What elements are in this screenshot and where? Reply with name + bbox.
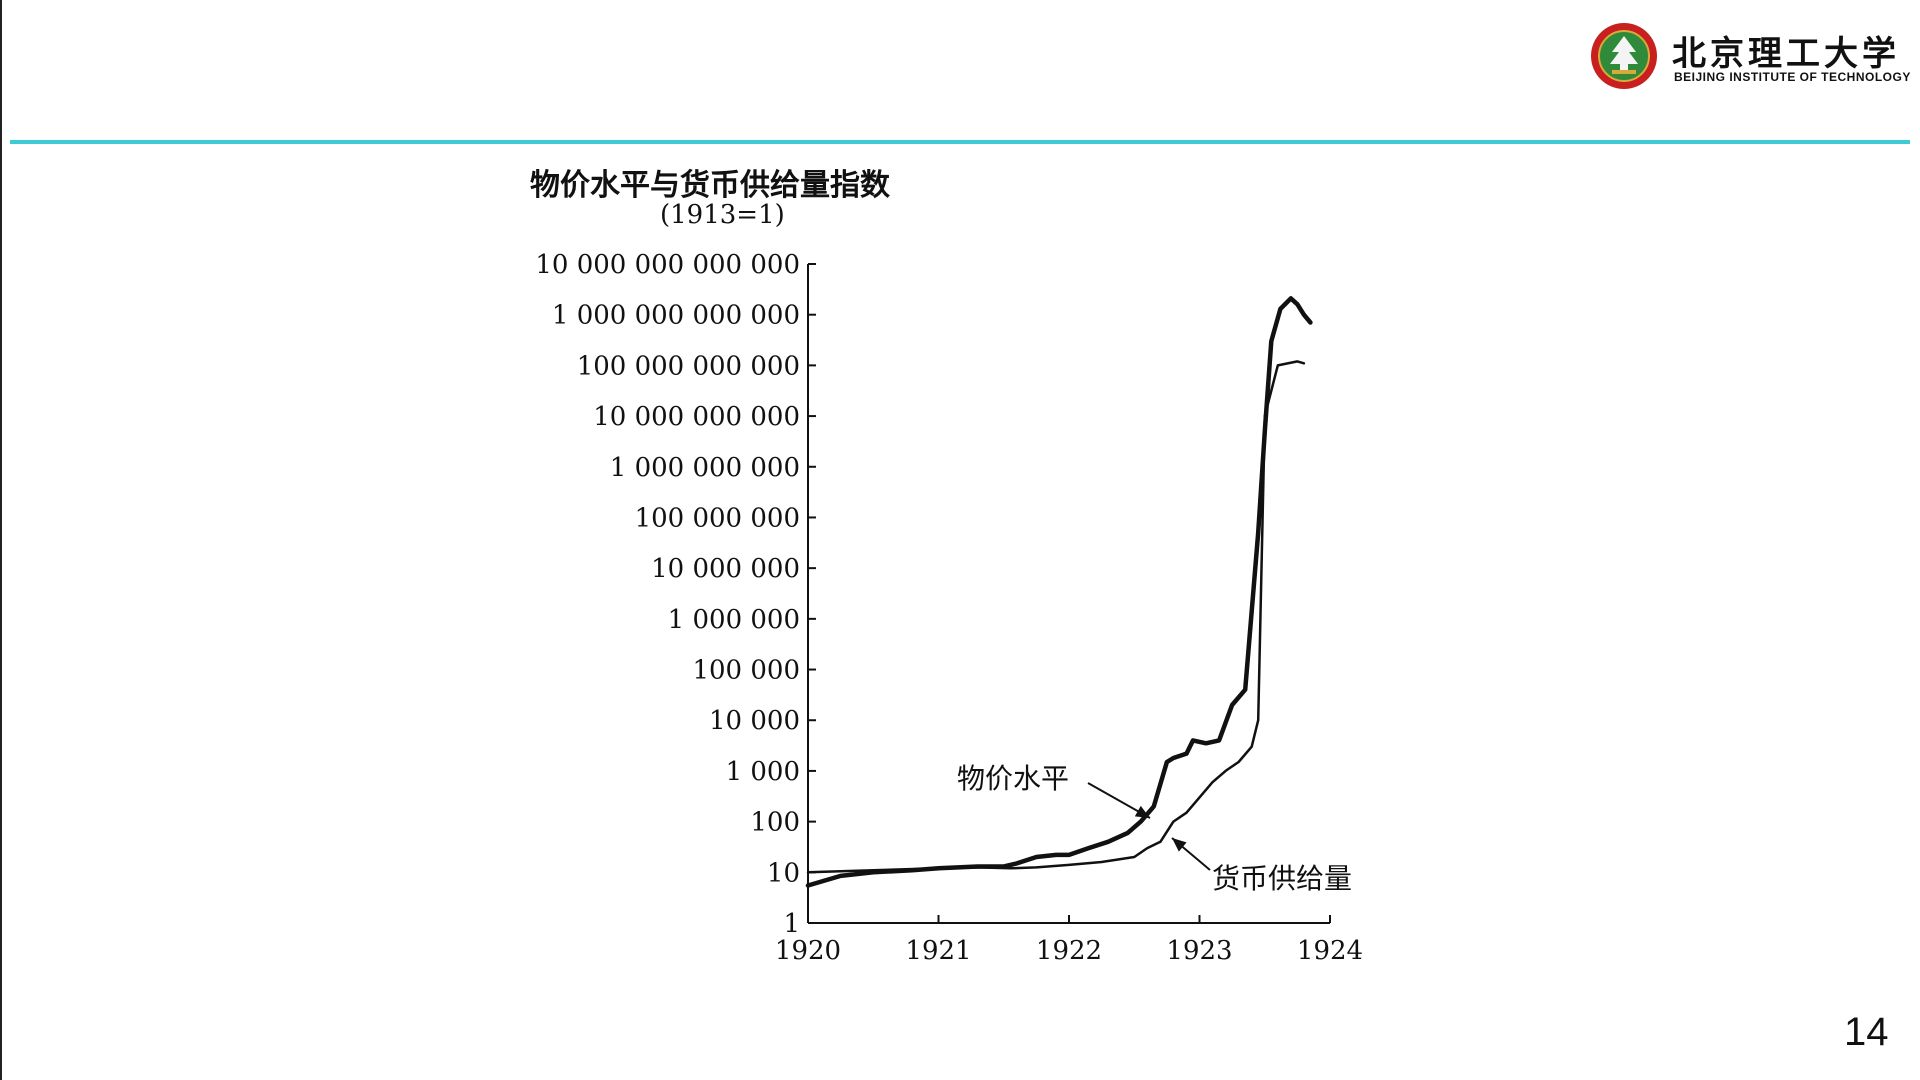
slide-left-border [0, 0, 2, 1080]
y-tick-label: 100 000 000 000 [577, 351, 800, 381]
price-level-annotation-arrowhead [1134, 805, 1150, 818]
money-supply-annotation-label: 货币供给量 [1212, 862, 1352, 895]
y-tick-label: 100 000 [692, 656, 800, 686]
y-tick-label: 10 [767, 858, 800, 888]
y-tick-label: 100 [750, 808, 800, 838]
y-tick-label: 10 000 000 000 [593, 402, 800, 432]
x-tick-label: 1922 [1036, 936, 1102, 966]
price-level-annotation-label: 物价水平 [957, 762, 1069, 795]
y-tick-label: 1 [783, 909, 800, 939]
money-supply-line [806, 360, 1306, 874]
y-tick-label: 10 000 000 000 000 [535, 250, 800, 280]
x-tick-label: 1923 [1166, 936, 1232, 966]
y-tick-label: 100 000 000 [635, 503, 800, 533]
y-tick-label: 10 000 000 [651, 554, 800, 584]
university-emblem-icon [1591, 23, 1657, 89]
y-tick-label: 1 000 000 [668, 605, 800, 635]
x-tick-label: 1921 [905, 936, 971, 966]
university-logo: 北京理工大学 BEIJING INSTITUTE OF TECHNOLOGY [1590, 20, 1910, 92]
y-tick-label: 10 000 [709, 706, 800, 736]
page-number: 14 [1844, 1010, 1889, 1054]
x-tick-label: 1924 [1297, 936, 1363, 966]
x-tick-label: 1920 [775, 936, 841, 966]
y-tick-label: 1 000 [726, 757, 800, 787]
y-tick-label: 1 000 000 000 [610, 453, 800, 483]
chart-subtitle: (1913=1) [660, 200, 785, 230]
university-name-cn: 北京理工大学 [1672, 34, 1900, 74]
header-divider [10, 140, 1910, 144]
university-name-en: BEIJING INSTITUTE OF TECHNOLOGY [1674, 70, 1911, 84]
money-supply-annotation-arrowhead [1172, 838, 1187, 852]
chart-title: 物价水平与货币供给量指数 [530, 168, 890, 203]
y-tick-label: 1 000 000 000 000 [552, 301, 800, 331]
price-level-line [805, 296, 1313, 888]
